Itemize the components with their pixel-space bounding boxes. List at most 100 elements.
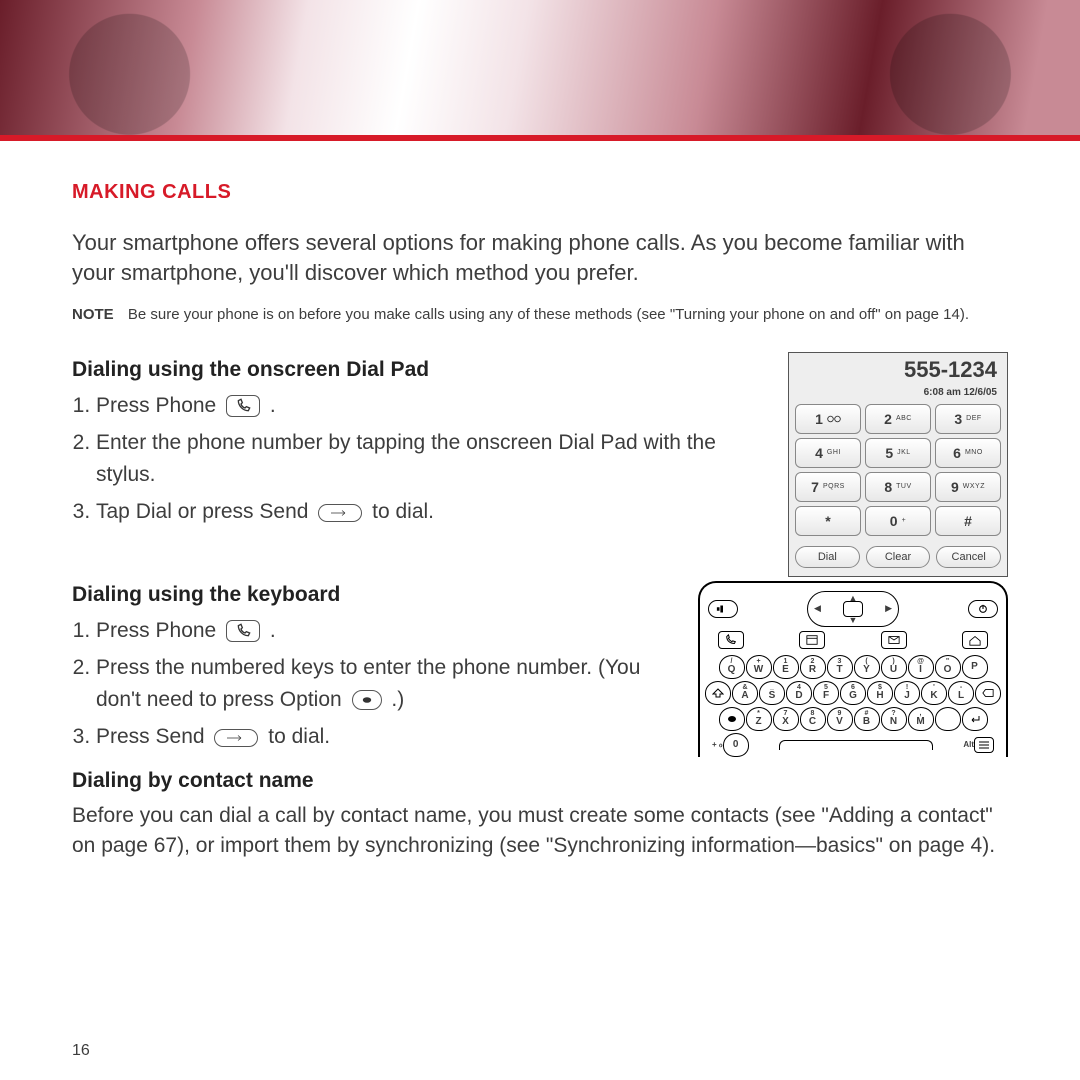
dial-key-1: 1 — [795, 404, 861, 434]
dial-button: Dial — [795, 546, 860, 568]
note-paragraph: NOTE Be sure your phone is on before you… — [72, 305, 1002, 325]
qwerty-key: #B — [854, 707, 880, 731]
dial-pad-section-row: Dialing using the onscreen Dial Pad Pres… — [72, 352, 1008, 577]
qwerty-row-1: /Q+W1E2R3T(Y)U@I"OP — [719, 655, 988, 679]
dial-key-7: 7PQRS — [795, 472, 861, 502]
key-digit: # — [964, 513, 972, 529]
steps-dial-pad: Press Phone . Enter the phone number by … — [96, 390, 764, 528]
step-text: Press Phone — [96, 619, 222, 642]
step-text: to dial. — [372, 500, 434, 523]
dial-key-2: 2ABC — [865, 404, 931, 434]
dial-key-hash: # — [935, 506, 1001, 536]
key-digit: 1 — [815, 411, 823, 427]
subhead-dial-pad: Dialing using the onscreen Dial Pad — [72, 358, 764, 382]
send-button-icon — [318, 504, 362, 522]
qwerty-key: 8C — [800, 707, 826, 731]
zero-key: 0 — [723, 733, 749, 757]
qwerty-key: +W — [746, 655, 772, 679]
menu-key-icon — [974, 737, 994, 753]
dial-key-star: * — [795, 506, 861, 536]
key-main: 0 — [733, 740, 739, 750]
qwerty-key: /Q — [719, 655, 745, 679]
key-letters: JKL — [897, 449, 911, 456]
note-label: NOTE — [72, 306, 114, 323]
qwerty-key: 3T — [827, 655, 853, 679]
qwerty-key: 4D — [786, 681, 812, 705]
step-text: to dial. — [268, 725, 330, 748]
manual-page: MAKING CALLS Your smartphone offers seve… — [0, 0, 1080, 1080]
option-key-label: + ℴ — [712, 740, 723, 749]
qwerty-key: *Z — [746, 707, 772, 731]
volume-icon — [708, 600, 738, 618]
step-text: . — [270, 394, 276, 417]
key-digit: 2 — [884, 411, 892, 427]
key-letters: DEF — [966, 415, 982, 422]
key-letters: GHI — [827, 449, 841, 456]
shift-key-icon — [705, 681, 731, 705]
phone-app-icon — [718, 631, 744, 649]
enter-key-icon — [962, 707, 988, 731]
key-letters: WXYZ — [963, 483, 985, 490]
step-2-1: Press Phone . — [96, 615, 674, 647]
step-text: .) — [391, 688, 404, 711]
phone-button-icon — [226, 620, 260, 642]
subhead-keyboard: Dialing using the keyboard — [72, 583, 674, 607]
key-digit: 8 — [884, 479, 892, 495]
qwerty-key: -L — [948, 681, 974, 705]
home-app-icon — [962, 631, 988, 649]
key-letters: + — [902, 517, 907, 524]
qwerty-key: 2R — [800, 655, 826, 679]
key-digit: 4 — [815, 445, 823, 461]
dial-pad-text-col: Dialing using the onscreen Dial Pad Pres… — [72, 352, 764, 544]
dial-pad-display: 555-1234 — [793, 357, 1003, 383]
step-1-3: Tap Dial or press Send to dial. — [96, 496, 764, 528]
key-letters: TUV — [896, 483, 912, 490]
step-text: Press Send — [96, 725, 210, 748]
qwerty-key: P — [962, 655, 988, 679]
qwerty-key: "O — [935, 655, 961, 679]
keyboard-bottom-row: + ℴ 0 Alt — [708, 733, 998, 757]
contact-name-paragraph: Before you can dial a call by contact na… — [72, 801, 1008, 862]
key-letters: MNO — [965, 449, 983, 456]
dial-pad-actions: Dial Clear Cancel — [793, 540, 1003, 568]
key-digit: 5 — [885, 445, 893, 461]
qwerty-key — [935, 707, 961, 731]
key-digit: * — [825, 513, 830, 529]
key-digit: 3 — [954, 411, 962, 427]
option-button-icon — [352, 690, 382, 710]
calendar-app-icon — [799, 631, 825, 649]
subhead-contact-name: Dialing by contact name — [72, 769, 674, 793]
dial-key-3: 3 DEF — [935, 404, 1001, 434]
qwerty-row-2: &A_S4D5F6G$H!J'K-L — [705, 681, 1001, 705]
keyboard-body: ▲▼◀▶ /Q+W1E2R3T(Y)U@I"O — [698, 581, 1008, 757]
alt-key-label: Alt — [963, 740, 974, 749]
intro-paragraph: Your smartphone offers several options f… — [72, 228, 1002, 287]
step-text: . — [270, 619, 276, 642]
key-digit: 0 — [890, 513, 898, 529]
dial-pad-figure: 555-1234 6:08 am 12/6/05 1 2ABC 3DEF 4GH… — [788, 352, 1008, 577]
keyboard-text-col: Dialing using the keyboard Press Phone .… — [72, 577, 674, 801]
dial-key-8: 8 TUV — [865, 472, 931, 502]
dial-pad-grid: 1 2ABC 3DEF 4GHI 5JKL 6MNO 7PQRS 8TUV 9W… — [793, 404, 1003, 536]
qwerty-key: &A — [732, 681, 758, 705]
keyboard-app-row — [718, 631, 988, 649]
key-digit: 6 — [953, 445, 961, 461]
keyboard-top-row: ▲▼◀▶ — [708, 591, 998, 627]
qwerty-key: ,M — [908, 707, 934, 731]
qwerty-key: @I — [908, 655, 934, 679]
step-text: Tap Dial or press Send — [96, 500, 314, 523]
spacebar — [779, 740, 934, 750]
qwerty-key: _S — [759, 681, 785, 705]
clear-button: Clear — [866, 546, 931, 568]
note-text: Be sure your phone is on before you make… — [128, 306, 969, 323]
qwerty-key: ?N — [881, 707, 907, 731]
qwerty-rows: /Q+W1E2R3T(Y)U@I"OP &A_S4D5F6G$H!J'K-L *… — [708, 655, 998, 731]
qwerty-key: 7X — [773, 707, 799, 731]
qwerty-key: (Y — [854, 655, 880, 679]
cancel-button: Cancel — [936, 546, 1001, 568]
step-text: Press Phone — [96, 394, 222, 417]
send-button-icon — [214, 729, 258, 747]
option-key-icon — [719, 707, 745, 731]
key-digit: 7 — [811, 479, 819, 495]
content-area: MAKING CALLS Your smartphone offers seve… — [0, 141, 1080, 1080]
